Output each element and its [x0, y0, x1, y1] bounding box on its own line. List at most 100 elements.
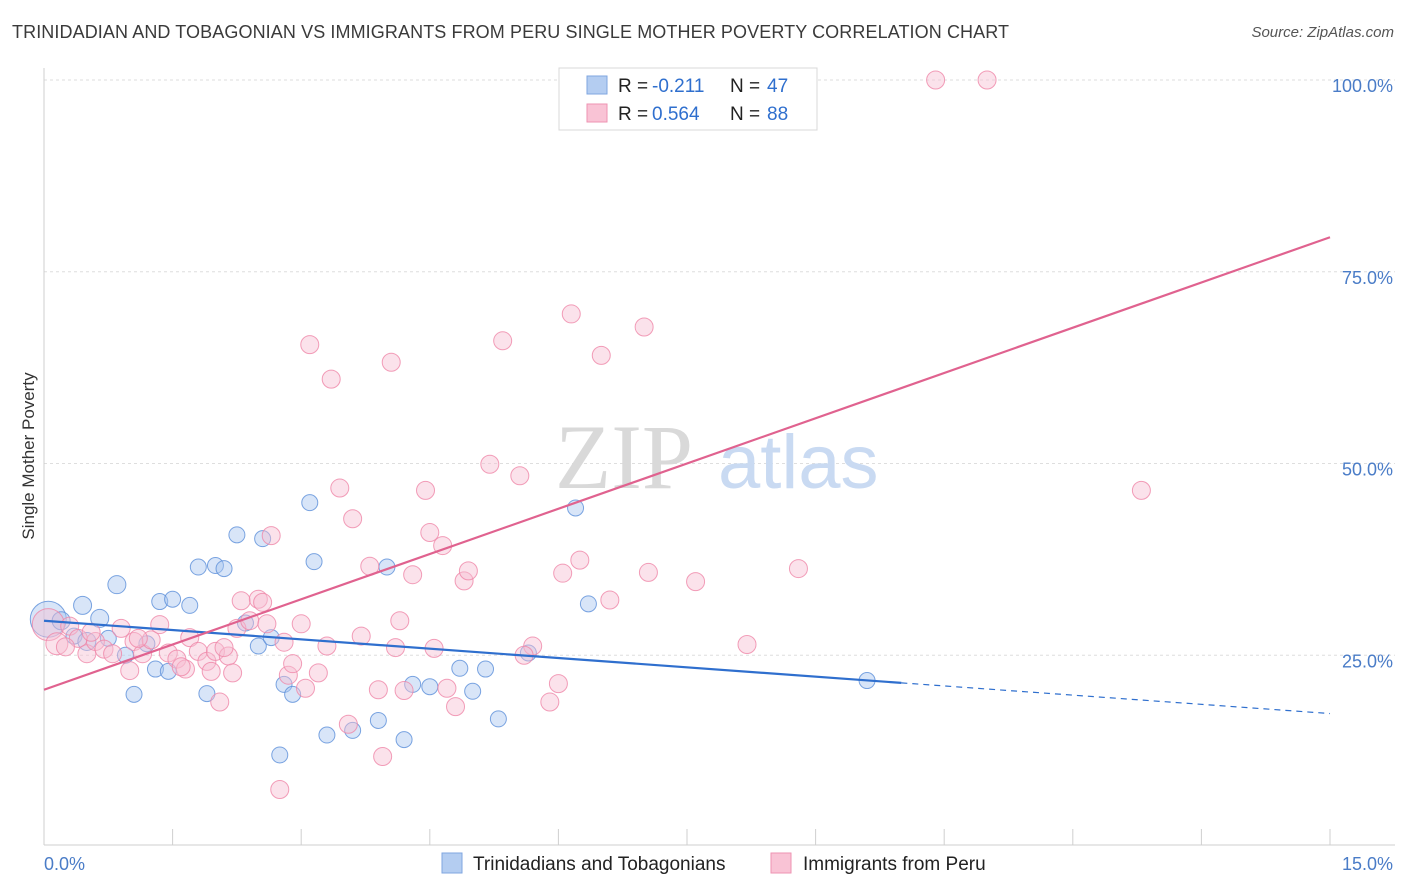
- data-point: [253, 592, 273, 612]
- data-point: [94, 639, 114, 659]
- data-point: [274, 632, 294, 652]
- series-trinidadians-points: [29, 494, 876, 764]
- x-tick-label: 0.0%: [44, 854, 85, 874]
- data-point: [394, 681, 414, 701]
- data-point: [395, 731, 413, 749]
- data-point: [215, 560, 233, 578]
- data-point: [451, 659, 469, 677]
- data-point: [403, 565, 423, 585]
- trend-line-trinidadians: [43, 619, 902, 684]
- x-tick-labels: 0.0% 15.0%: [44, 854, 1393, 874]
- watermark-zip: ZIP: [555, 406, 693, 508]
- data-point: [421, 678, 439, 696]
- legend-r-value-2: 0.564: [652, 104, 700, 125]
- y-tick-labels: 25.0% 50.0% 75.0% 100.0%: [1332, 76, 1393, 671]
- data-point: [301, 494, 319, 512]
- data-point: [338, 714, 358, 734]
- data-point: [150, 615, 170, 635]
- data-point: [133, 644, 153, 664]
- legend-swatch-trinidadians: [586, 75, 608, 95]
- data-point: [420, 523, 440, 543]
- data-point: [189, 558, 207, 576]
- data-point: [634, 317, 654, 337]
- data-point: [223, 663, 243, 683]
- data-point: [90, 608, 110, 628]
- data-point: [368, 680, 388, 700]
- data-point: [128, 628, 148, 648]
- data-point: [228, 526, 246, 544]
- data-point: [600, 590, 620, 610]
- data-point: [73, 595, 93, 615]
- bottom-legend-label-peru: Immigrants from Peru: [803, 854, 986, 875]
- data-point: [510, 466, 530, 486]
- legend-r-value-1: -0.211: [652, 76, 704, 97]
- y-tick-label: 100.0%: [1332, 76, 1393, 96]
- data-point: [788, 559, 808, 579]
- data-point: [146, 660, 164, 678]
- data-point: [330, 478, 350, 498]
- data-point: [343, 509, 363, 529]
- data-point: [926, 70, 946, 90]
- source-label: Source: ZipAtlas.com: [1251, 24, 1394, 41]
- data-point: [308, 663, 328, 683]
- chart-title: TRINIDADIAN AND TOBAGONIAN VS IMMIGRANTS…: [12, 22, 1010, 42]
- data-point: [493, 331, 513, 351]
- data-point: [261, 526, 281, 546]
- trend-lines: [43, 236, 1331, 715]
- data-point: [210, 692, 230, 712]
- correlation-legend: R = -0.211 N = 47 R = 0.564 N = 88: [558, 67, 818, 131]
- data-point: [81, 622, 101, 642]
- data-point: [231, 591, 251, 611]
- x-tick-label: 15.0%: [1342, 854, 1393, 874]
- legend-swatch-peru: [586, 103, 608, 123]
- data-point: [591, 345, 611, 365]
- data-point: [201, 661, 221, 681]
- legend-n-value-1: 47: [767, 76, 788, 97]
- data-point: [390, 611, 410, 631]
- data-point: [638, 562, 658, 582]
- data-point: [416, 480, 436, 500]
- data-point: [125, 685, 143, 703]
- legend-r-label-2: R =: [618, 104, 648, 125]
- data-point: [561, 304, 581, 324]
- y-tick-label: 50.0%: [1342, 460, 1393, 480]
- legend-n-value-2: 88: [767, 104, 788, 125]
- data-point: [579, 595, 597, 613]
- data-point: [446, 697, 466, 717]
- data-point: [540, 692, 560, 712]
- data-point: [214, 638, 234, 658]
- bottom-legend-swatch-trinidadians: [441, 852, 463, 874]
- watermark: ZIP atlas: [555, 406, 879, 508]
- data-point: [570, 550, 590, 570]
- data-point: [291, 614, 311, 634]
- data-point: [103, 644, 123, 664]
- data-point: [373, 746, 393, 766]
- data-point: [111, 618, 131, 638]
- data-point: [55, 637, 75, 657]
- data-point: [283, 654, 303, 674]
- y-tick-label: 25.0%: [1342, 651, 1393, 671]
- data-point: [171, 657, 191, 677]
- data-point: [300, 335, 320, 355]
- data-point: [553, 563, 573, 583]
- data-point: [107, 575, 127, 595]
- grid: [44, 79, 1395, 656]
- series-legend: Trinidadians and Tobagonians Immigrants …: [441, 852, 986, 875]
- data-point: [454, 571, 474, 591]
- data-point: [977, 70, 997, 90]
- data-point: [249, 637, 267, 655]
- watermark-atlas: atlas: [718, 420, 879, 505]
- data-point: [369, 711, 387, 729]
- data-point: [686, 572, 706, 592]
- data-point: [270, 779, 290, 799]
- trend-line-peru: [43, 236, 1331, 691]
- data-point: [164, 590, 182, 608]
- bottom-legend-label-trinidadians: Trinidadians and Tobagonians: [473, 854, 725, 875]
- data-point: [271, 746, 289, 764]
- y-tick-label: 75.0%: [1342, 268, 1393, 288]
- data-point: [305, 553, 323, 571]
- data-point: [737, 635, 757, 655]
- data-point: [464, 682, 482, 700]
- data-point: [278, 665, 298, 685]
